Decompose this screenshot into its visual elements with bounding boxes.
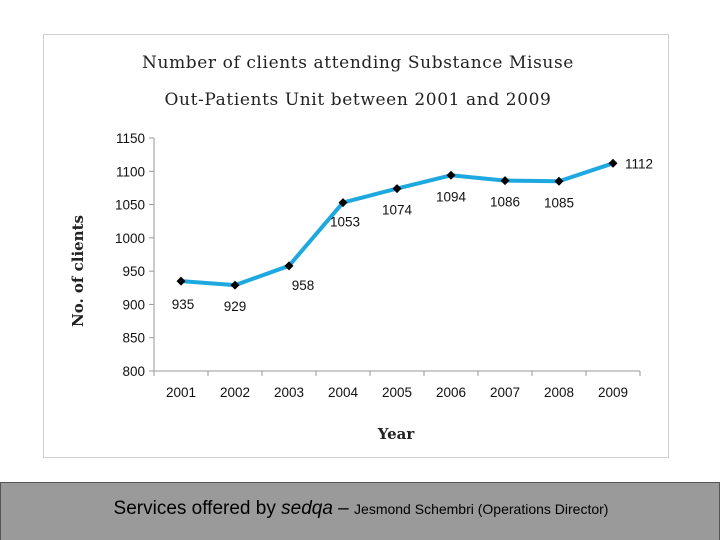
data-label: 958 xyxy=(292,278,315,293)
y-tick-label: 1100 xyxy=(116,164,145,179)
footer-separator: – xyxy=(332,498,355,519)
data-label: 1094 xyxy=(436,189,467,204)
x-tick-label: 2006 xyxy=(436,385,466,400)
data-label: 1053 xyxy=(330,215,360,230)
x-tick-label: 2007 xyxy=(490,385,520,400)
data-point-marker xyxy=(284,261,294,271)
y-tick-label: 850 xyxy=(122,331,145,346)
x-axis-title: Year xyxy=(377,425,416,443)
x-tick-label: 2005 xyxy=(382,385,412,400)
data-point-marker xyxy=(176,276,186,286)
data-point-marker xyxy=(338,198,348,208)
footer-credit: Jesmond Schembri (Operations Director) xyxy=(354,501,609,517)
chart-frame: Number of clients attending Substance Mi… xyxy=(43,34,669,458)
x-tick-label: 2008 xyxy=(544,385,574,400)
data-point-marker xyxy=(446,170,456,180)
y-axis-title: No. of clients xyxy=(69,215,87,327)
data-label: 1074 xyxy=(382,203,413,218)
data-point-marker xyxy=(392,184,402,194)
y-tick-label: 800 xyxy=(122,364,145,379)
data-label: 935 xyxy=(172,297,195,312)
data-label: 1086 xyxy=(490,195,520,210)
x-tick-label: 2004 xyxy=(328,385,359,400)
footer-bar: Services offered by sedqa – Jesmond Sche… xyxy=(0,482,720,540)
y-tick-label: 1050 xyxy=(115,198,145,213)
x-tick-label: 2002 xyxy=(220,385,250,400)
line-chart: Number of clients attending Substance Mi… xyxy=(69,53,653,443)
data-label: 929 xyxy=(224,299,247,314)
x-tick-label: 2001 xyxy=(166,385,196,400)
series-line xyxy=(179,161,615,288)
data-point-marker xyxy=(608,158,618,168)
footer-text: Services offered by sedqa – Jesmond Sche… xyxy=(1,498,720,520)
chart-title-line-2: Out-Patients Unit between 2001 and 2009 xyxy=(165,90,552,110)
y-tick-label: 900 xyxy=(122,297,145,312)
footer-brand: sedqa xyxy=(281,498,333,519)
data-point-marker xyxy=(230,280,240,290)
data-point-marker xyxy=(500,176,510,186)
chart-title-line-1: Number of clients attending Substance Mi… xyxy=(142,53,574,73)
x-tick-label: 2009 xyxy=(598,385,628,400)
data-point-marker xyxy=(554,176,564,186)
footer-lead: Services offered by xyxy=(113,498,282,519)
x-tick-label: 2003 xyxy=(274,385,304,400)
y-tick-label: 1000 xyxy=(115,231,145,246)
y-tick-label: 1150 xyxy=(116,131,145,146)
data-label: 1085 xyxy=(544,195,574,210)
data-label: 1112 xyxy=(625,156,653,171)
y-tick-label: 950 xyxy=(122,264,145,279)
